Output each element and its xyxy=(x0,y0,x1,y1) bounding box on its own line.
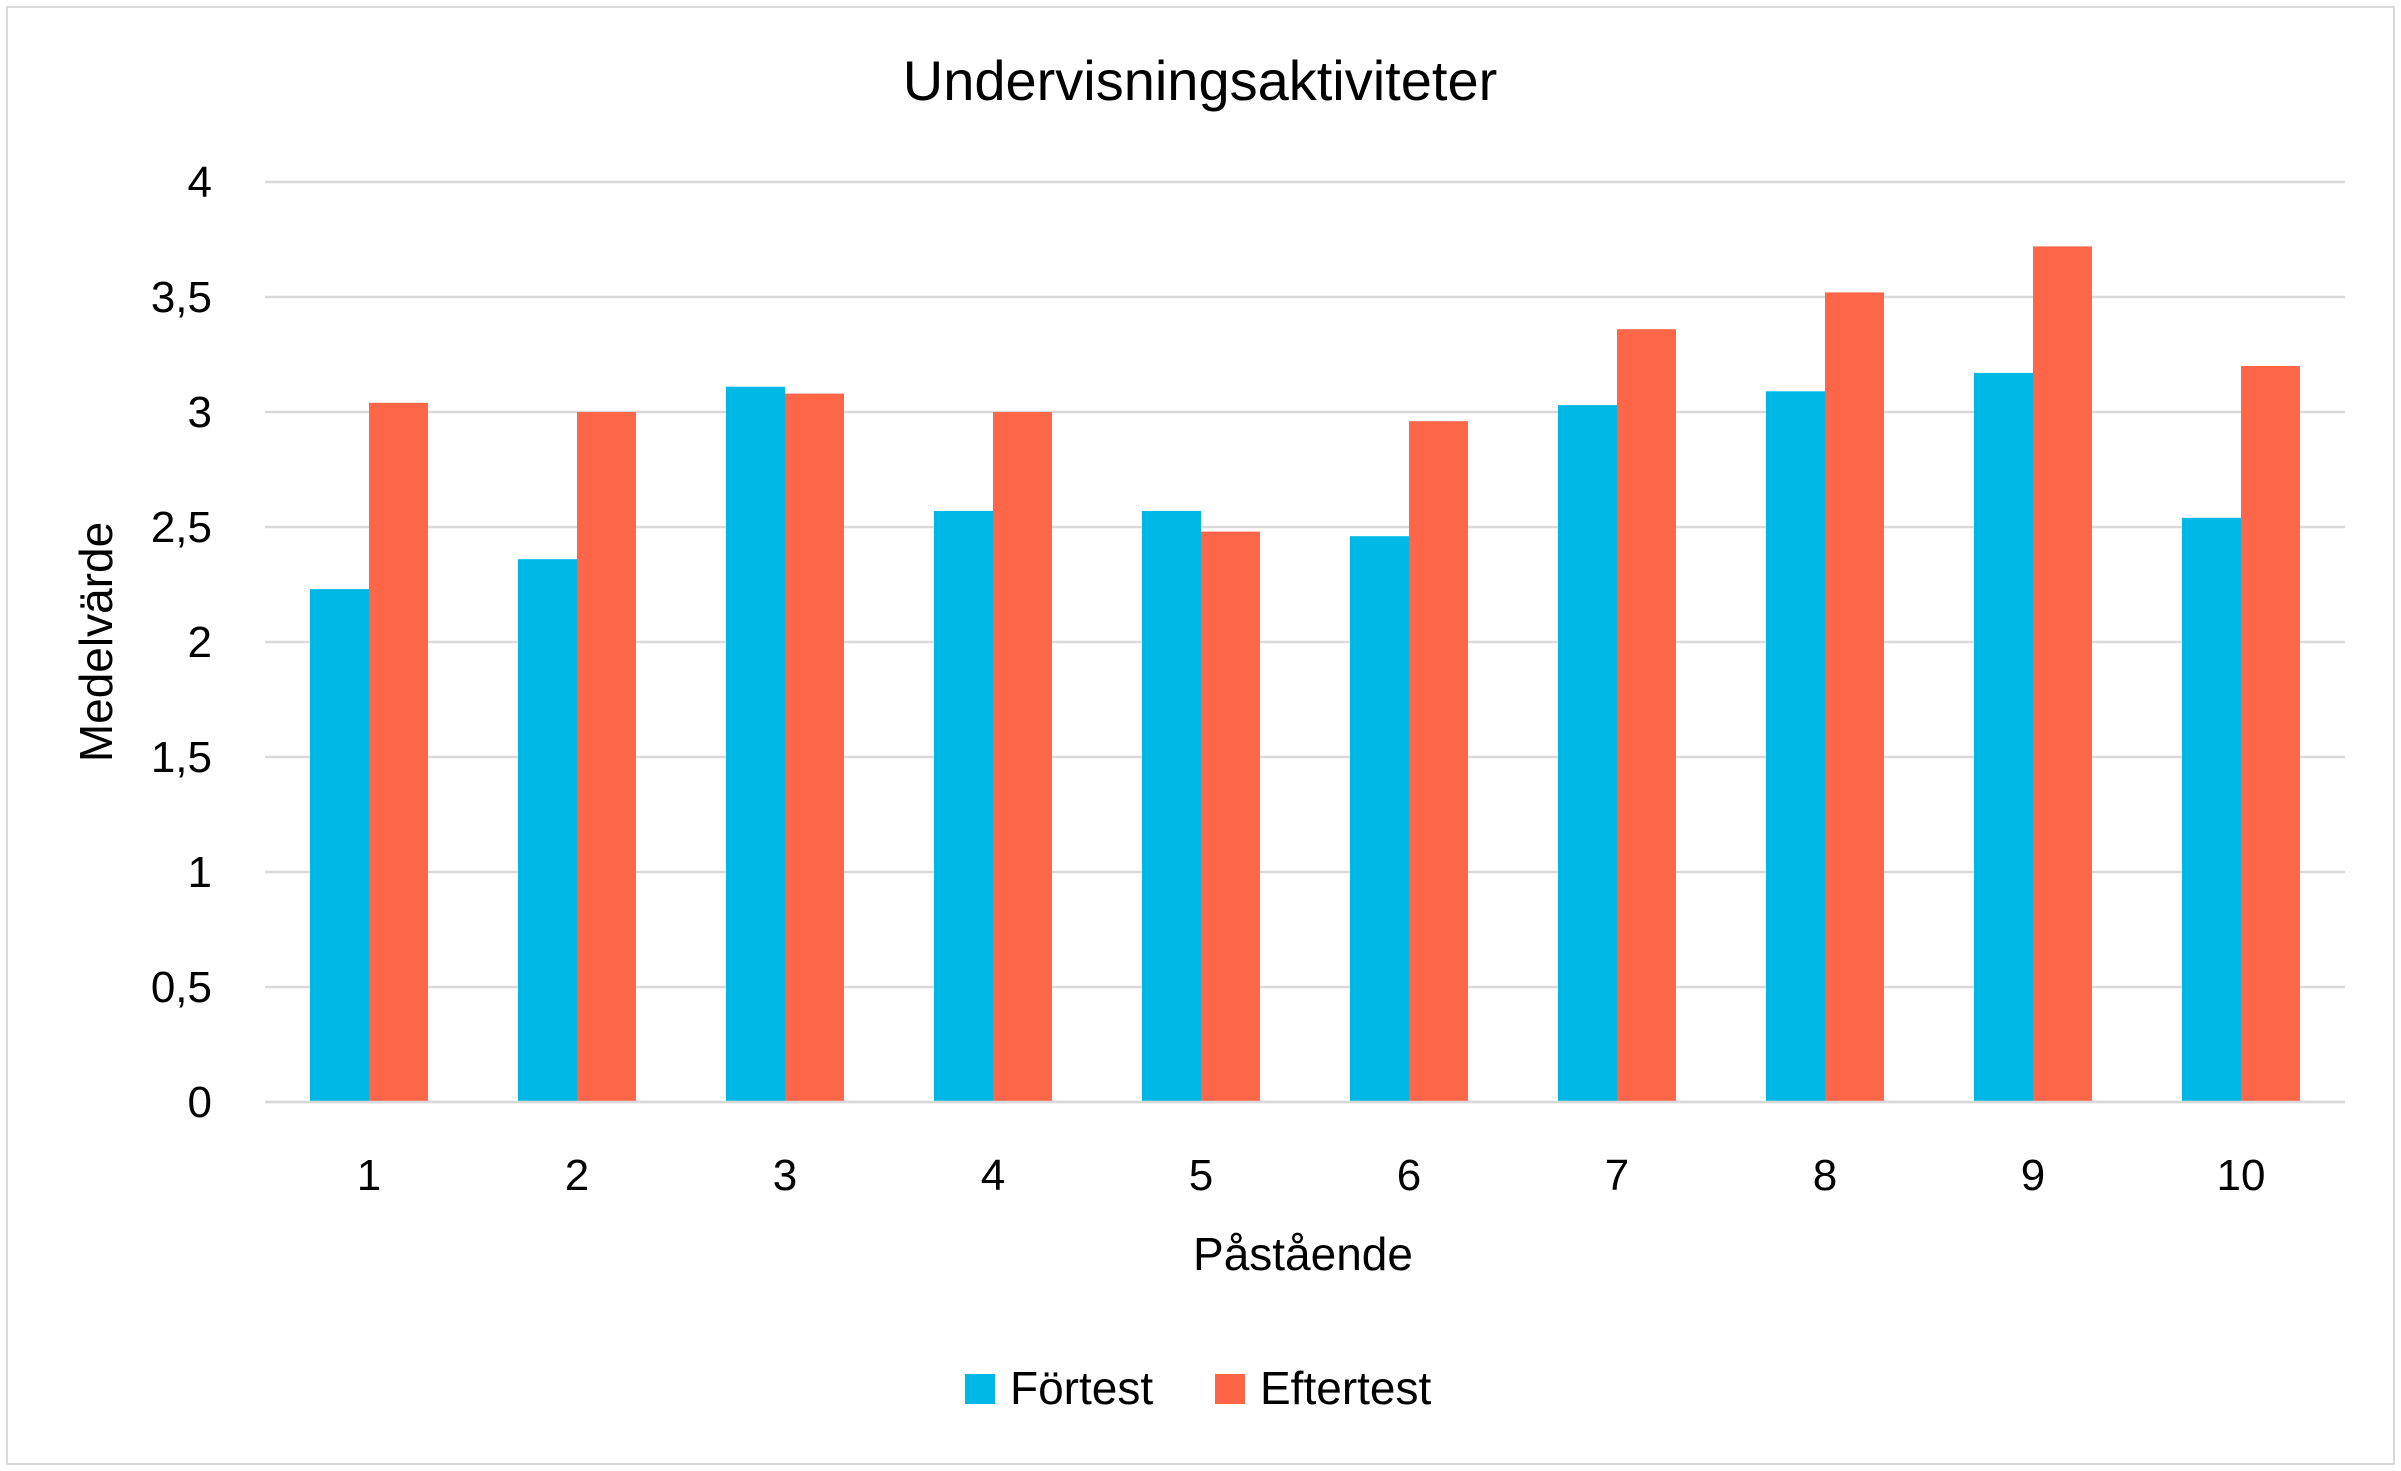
legend: Förtest Eftertest xyxy=(965,1362,1432,1414)
bar-fortest-6 xyxy=(1350,536,1409,1102)
x-tick-label: 7 xyxy=(1605,1151,1629,1200)
x-axis-title: Påstående xyxy=(1193,1228,1413,1280)
y-tick-label: 3,5 xyxy=(151,273,212,322)
chart-title: Undervisningsaktiviteter xyxy=(903,49,1497,112)
x-tick-label: 6 xyxy=(1397,1151,1421,1200)
legend-swatch-fortest xyxy=(965,1374,995,1404)
bar-eftertest-7 xyxy=(1617,329,1676,1102)
y-tick-label: 4 xyxy=(188,158,212,207)
bar-eftertest-9 xyxy=(2033,246,2092,1102)
legend-swatch-eftertest xyxy=(1215,1374,1245,1404)
y-axis-ticks: 0 0,5 1 1,5 2 2,5 3 3,5 4 xyxy=(151,158,212,1127)
x-tick-label: 1 xyxy=(357,1151,381,1200)
legend-label-eftertest: Eftertest xyxy=(1260,1362,1432,1414)
y-tick-label: 3 xyxy=(188,388,212,437)
bar-eftertest-3 xyxy=(785,393,844,1103)
y-tick-label: 0 xyxy=(188,1078,212,1127)
x-tick-label: 4 xyxy=(981,1151,1005,1200)
bar-eftertest-1 xyxy=(369,402,428,1102)
bar-fortest-5 xyxy=(1142,510,1201,1102)
x-tick-label: 10 xyxy=(2217,1151,2266,1200)
y-tick-label: 2,5 xyxy=(151,503,212,552)
x-tick-label: 8 xyxy=(1813,1151,1837,1200)
bar-fortest-1 xyxy=(310,589,369,1102)
y-axis-title: Medelvärde xyxy=(70,522,122,762)
bar-eftertest-10 xyxy=(2241,366,2300,1102)
y-tick-label: 1,5 xyxy=(151,733,212,782)
bar-fortest-3 xyxy=(726,386,785,1102)
bar-fortest-2 xyxy=(518,559,577,1102)
legend-label-fortest: Förtest xyxy=(1010,1362,1153,1414)
bar-fortest-7 xyxy=(1558,405,1617,1103)
y-tick-label: 0,5 xyxy=(151,963,212,1012)
x-tick-label: 9 xyxy=(2021,1151,2045,1200)
bars xyxy=(265,246,2345,1104)
bar-fortest-8 xyxy=(1766,391,1825,1102)
bar-eftertest-4 xyxy=(993,412,1052,1102)
bar-fortest-4 xyxy=(934,510,993,1102)
y-tick-label: 1 xyxy=(188,848,212,897)
bar-fortest-9 xyxy=(1974,372,2033,1102)
bar-eftertest-8 xyxy=(1825,292,1884,1102)
bar-eftertest-5 xyxy=(1201,531,1260,1102)
x-tick-label: 2 xyxy=(565,1151,589,1200)
bar-eftertest-2 xyxy=(577,412,636,1102)
x-tick-label: 3 xyxy=(773,1151,797,1200)
x-tick-label: 5 xyxy=(1189,1151,1213,1200)
bar-eftertest-6 xyxy=(1409,421,1468,1102)
x-axis-ticks: 1 2 3 4 5 6 7 8 9 10 xyxy=(357,1151,2266,1200)
bar-fortest-10 xyxy=(2182,517,2241,1102)
y-tick-label: 2 xyxy=(188,618,212,667)
